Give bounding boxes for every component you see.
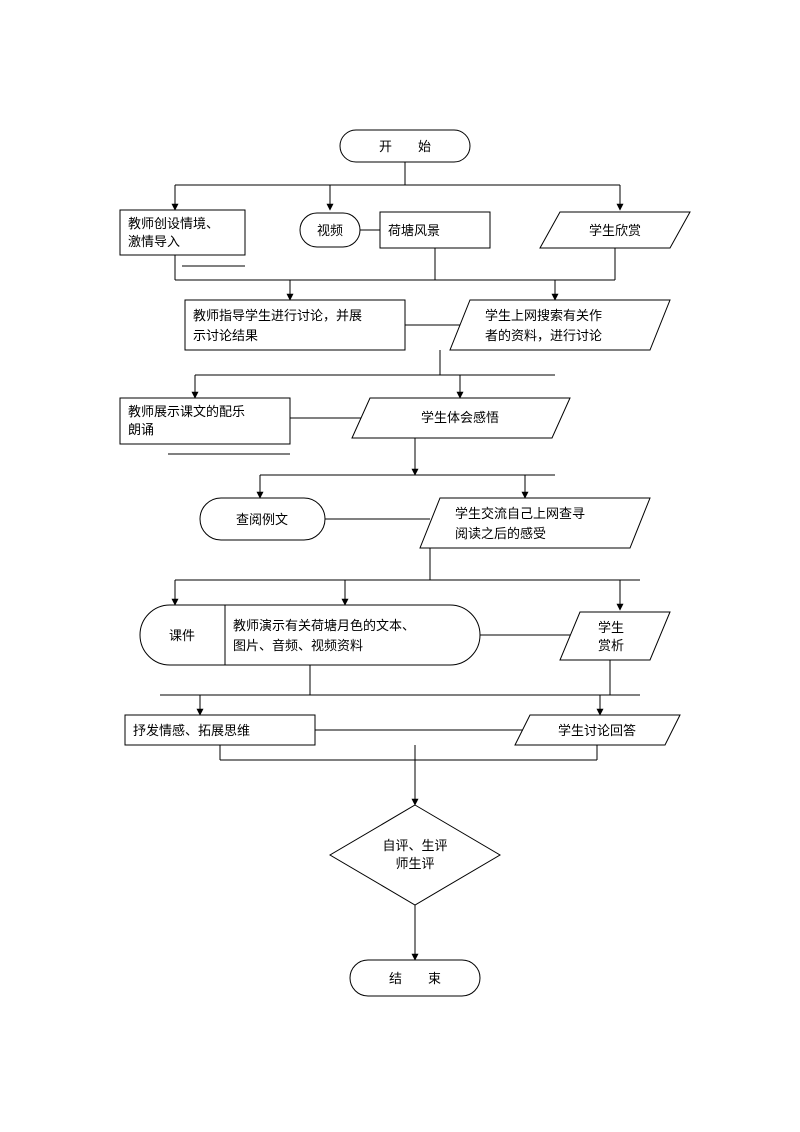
node-n4b: 学生交流自己上网查寻 阅读之后的感受: [420, 498, 650, 548]
n5a-l1: 教师演示有关荷塘月色的文本、: [233, 618, 415, 633]
n3a-l2: 朗诵: [128, 422, 154, 437]
n1b-label: 视频: [317, 223, 343, 238]
n2a-l1: 教师指导学生进行讨论，并展: [193, 308, 362, 323]
node-n1b: 视频: [300, 213, 360, 247]
node-n1d: 学生欣赏: [540, 212, 690, 248]
node-n5b: 学生 赏析: [560, 612, 670, 660]
n5b-l1: 学生: [598, 620, 624, 635]
decision-l1: 自评、生评: [382, 838, 447, 853]
start-label: 开 始: [379, 139, 431, 154]
node-n3b: 学生体会感悟: [352, 398, 570, 438]
node-n2b: 学生上网搜索有关作 者的资料，进行讨论: [450, 300, 670, 350]
node-decision: 自评、生评 师生评: [330, 805, 500, 905]
node-end: 结 束: [350, 960, 480, 996]
n1a-l2: 激情导入: [128, 234, 180, 249]
n2a-l2: 示讨论结果: [193, 328, 258, 343]
n4a-label: 查阅例文: [236, 512, 288, 527]
n6b-label: 学生讨论回答: [558, 723, 636, 738]
n3a-l1: 教师展示课文的配乐: [128, 404, 245, 419]
n5a-l2: 图片、音频、视频资料: [233, 638, 363, 653]
node-n5a: 课件 教师演示有关荷塘月色的文本、 图片、音频、视频资料: [140, 605, 480, 665]
n1a-l1: 教师创设情境、: [128, 216, 219, 231]
node-n4a: 查阅例文: [200, 498, 325, 540]
decision-l2: 师生评: [395, 856, 434, 871]
flowchart: 开 始 教师创设情境、 激情导入 视频 荷塘风景 学生欣赏 教师指导学生进行讨论…: [0, 0, 800, 1132]
n1d-label: 学生欣赏: [589, 223, 641, 238]
n5tag-label: 课件: [169, 628, 195, 643]
n1c-label: 荷塘风景: [388, 223, 440, 238]
node-start: 开 始: [340, 130, 470, 162]
n4b-l2: 阅读之后的感受: [455, 526, 546, 541]
n2b-l2: 者的资料，进行讨论: [485, 328, 602, 343]
end-label: 结 束: [389, 971, 441, 986]
node-n2a: 教师指导学生进行讨论，并展 示讨论结果: [185, 300, 405, 350]
n3b-label: 学生体会感悟: [421, 410, 499, 425]
n5b-l2: 赏析: [598, 638, 624, 653]
n6a-label: 抒发情感、拓展思维: [133, 723, 250, 738]
node-n3a: 教师展示课文的配乐 朗诵: [120, 398, 290, 444]
n2b-l1: 学生上网搜索有关作: [485, 308, 602, 323]
node-n1c: 荷塘风景: [380, 212, 490, 248]
node-n6b: 学生讨论回答: [515, 715, 680, 745]
node-n1a: 教师创设情境、 激情导入: [120, 210, 245, 255]
node-n6a: 抒发情感、拓展思维: [125, 715, 315, 745]
n4b-l1: 学生交流自己上网查寻: [455, 506, 585, 521]
